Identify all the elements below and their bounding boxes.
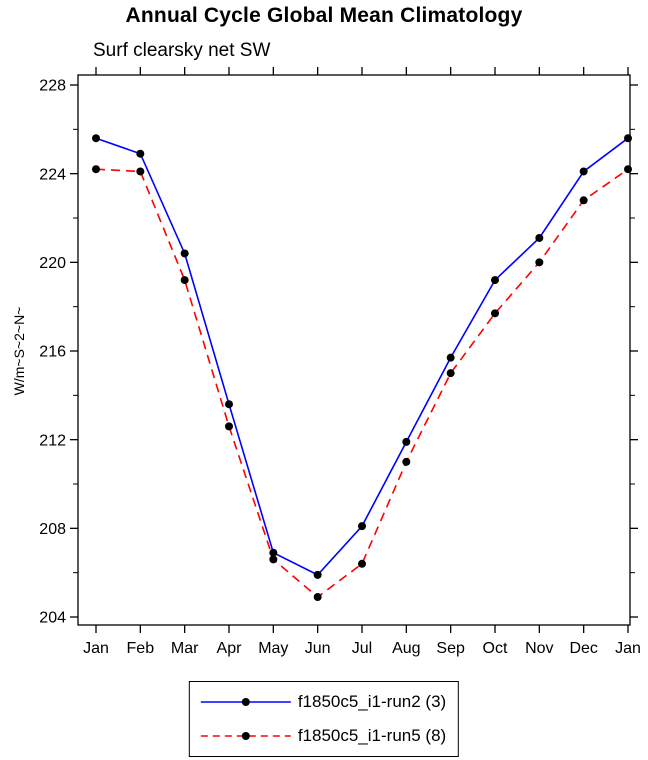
svg-text:Jan: Jan [615,640,641,657]
svg-text:Nov: Nov [525,640,553,657]
data-point-marker [136,167,145,176]
legend-item: f1850c5_i1-run5 (8) [198,719,446,753]
legend-line-sample [200,698,291,706]
data-point-marker [624,134,632,143]
svg-text:212: 212 [39,432,66,449]
svg-text:224: 224 [39,166,66,183]
data-point-marker [579,167,588,176]
data-point-marker [225,400,233,409]
legend: f1850c5_i1-run2 (3) f1850c5_i1-run5 (8) [188,681,460,757]
data-point-marker [313,570,322,579]
svg-text:Dec: Dec [569,640,597,657]
legend-label: f1850c5_i1-run5 (8) [297,726,447,745]
data-point-marker [402,437,411,446]
svg-text:Sep: Sep [436,640,465,657]
svg-text:204: 204 [39,610,66,627]
y-axis-title: W/m~S~2~N~ [11,307,27,396]
svg-text:Jun: Jun [305,640,331,657]
data-point-marker [624,165,632,174]
data-point-marker [92,165,100,174]
data-point-marker [269,555,278,564]
data-point-marker [402,457,411,466]
series-line [95,137,629,576]
data-point-marker [358,559,366,568]
svg-text:May: May [258,640,288,657]
svg-text:216: 216 [39,344,66,361]
data-point-marker [92,134,100,143]
data-point-marker [358,522,366,531]
svg-text:228: 228 [39,78,66,95]
data-point-marker [180,276,189,285]
data-point-marker [579,196,588,205]
svg-text:Jul: Jul [352,640,372,657]
svg-text:Feb: Feb [127,640,155,657]
data-point-marker [136,149,145,158]
data-point-marker [491,309,499,318]
data-point-marker [446,369,455,378]
svg-text:220: 220 [39,255,66,272]
data-point-marker [535,233,544,242]
svg-text:208: 208 [39,521,66,538]
data-point-marker [225,422,233,431]
legend-item: f1850c5_i1-run2 (3) [198,685,446,719]
legend-label: f1850c5_i1-run2 (3) [297,692,447,711]
svg-text:Oct: Oct [483,640,508,657]
data-point-marker [491,276,499,285]
data-point-marker [535,258,544,267]
legend-line-sample [200,732,291,740]
svg-text:Mar: Mar [171,640,199,657]
data-point-marker [313,593,322,602]
series-markers [92,134,632,602]
data-point-marker [446,353,455,362]
chart-subtitle: Surf clearsky net SW [93,40,271,61]
svg-text:Aug: Aug [392,640,420,657]
data-point-marker [269,548,278,557]
svg-text:Apr: Apr [217,640,243,657]
chart-title: Annual Cycle Global Mean Climatology [125,4,523,27]
data-point-marker [180,249,189,258]
svg-text:Jan: Jan [83,640,109,657]
axes: 204 208 212 216 220 224 228 Jan Feb Mar Apr May Jun J… [11,67,641,657]
